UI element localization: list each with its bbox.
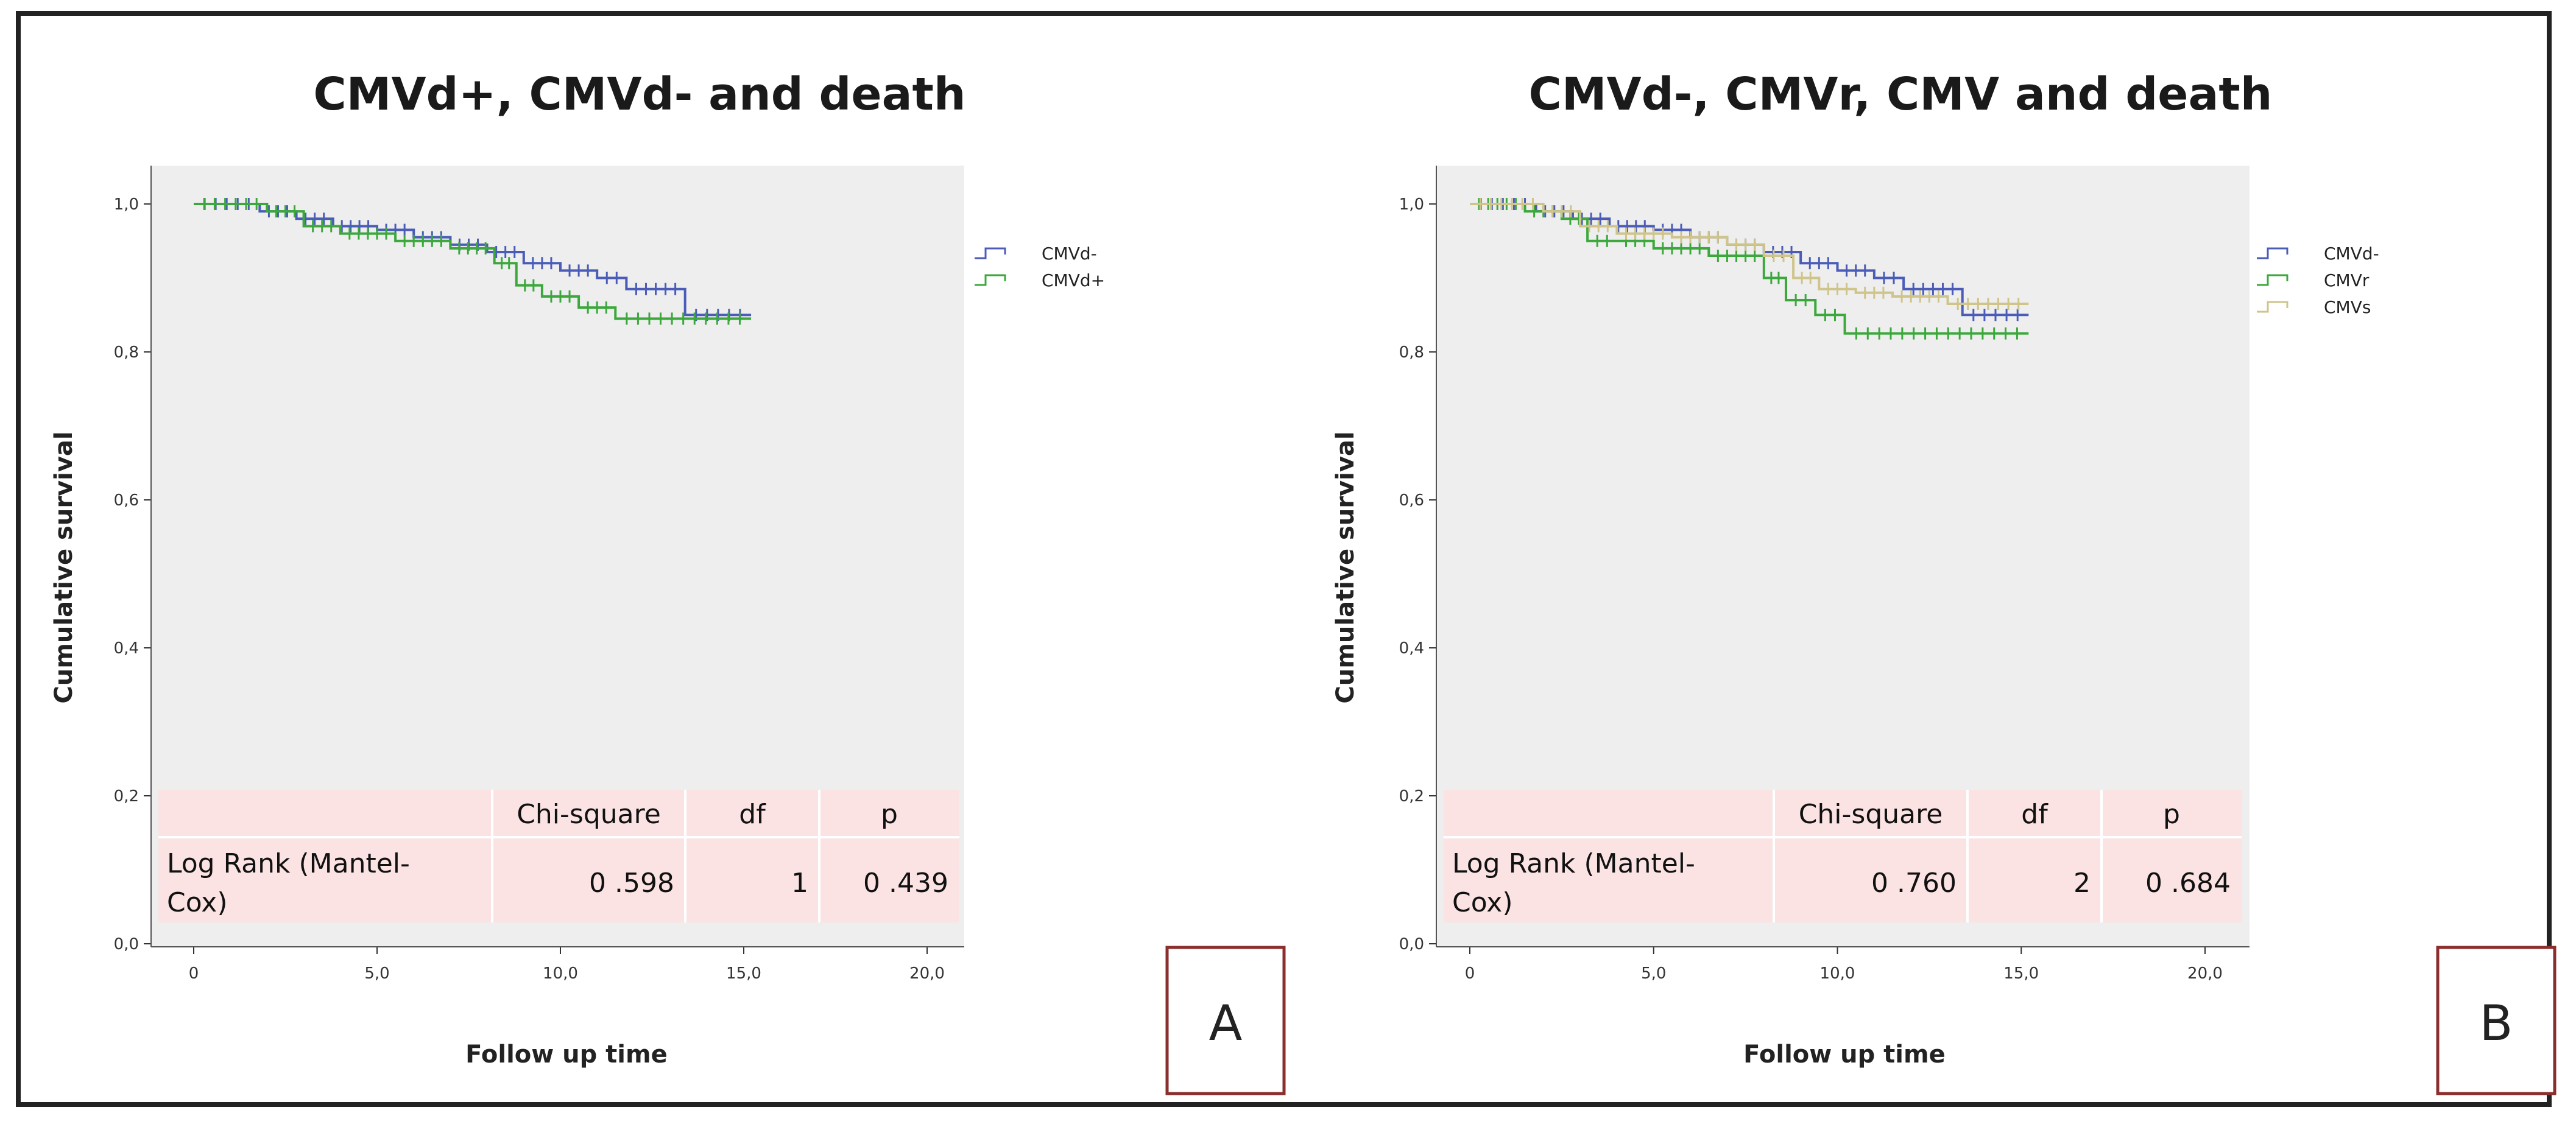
panel-a-ytick-label: 0,2 [114, 787, 139, 806]
panel-b-table-value: 0 .684 [2145, 868, 2231, 899]
panel-b-xtick-label: 0 [1465, 964, 1475, 983]
panel-a-series [194, 198, 752, 325]
panel-a-xtick-label: 5,0 [364, 964, 389, 983]
panel-a-ylabel: Cumulative survival [50, 431, 78, 703]
panel-b-table-value: 0 .760 [1871, 868, 1957, 899]
panel-b-xtick-label: 20,0 [2187, 964, 2223, 983]
panel-b-ylabel: Cumulative survival [1332, 431, 1360, 703]
panel-b-xtick-label: 15,0 [2003, 964, 2039, 983]
panel-b-table-row-label: Cox) [1452, 887, 1513, 918]
panel-a-xtick-label: 15,0 [726, 964, 761, 983]
panel-b-series [1470, 198, 2029, 340]
panel-a-table-row-label: Cox) [167, 887, 228, 918]
panel-b-label-box [2436, 946, 2557, 1095]
panel-b-table-header: df [2021, 799, 2048, 830]
panel-b-ytick-label: 0,0 [1399, 935, 1424, 954]
figure-frame [16, 11, 2552, 1107]
panel-b-table-value: 2 [2073, 868, 2091, 899]
panel-a-ytick-label: 0,8 [114, 343, 139, 362]
panel-b-legend-swatch [2257, 274, 2288, 286]
panel-b-label: B [2480, 995, 2513, 1052]
panel-a-table-bg [158, 790, 959, 922]
panel-b-ytick-label: 0,8 [1399, 343, 1424, 362]
panel-a-ytick-label: 0,6 [114, 491, 139, 510]
panel-a-axes: 0,0 0,2 0,4 0,6 0,8 1,0 0 5,0 10,0 15,0 20,0 [114, 166, 964, 983]
panel-a-table-row-label: Log Rank (Mantel- [167, 848, 410, 879]
panel-b-logrank-table: Chi-square df p Log Rank (Mantel- Cox) 0 .760… [1444, 790, 2242, 922]
panel-b-legend: CMVd- CMVr CMVs [2257, 244, 2379, 317]
panel-a-legend-label: CMVd- [1042, 244, 1097, 264]
panel-a-title: CMVd+, CMVd- and death [313, 68, 965, 121]
panel-a-table-value: 1 [791, 868, 808, 899]
panel-a-label: A [1209, 995, 1243, 1052]
panel-b: CMVd-, CMVr, CMV and death 0,00,20,40,60… [1332, 68, 2557, 1095]
panel-a-table-header: Chi-square [517, 799, 661, 830]
panel-a-series-CMVd+ [194, 203, 752, 320]
panel-a-legend-label: CMVd+ [1042, 270, 1105, 290]
panel-b-xlabel: Follow up time [1743, 1041, 1946, 1069]
panel-b-ytick-label: 1,0 [1399, 195, 1424, 214]
panel-a-logrank-table: Chi-square df p Log Rank (Mantel- Cox) 0 .598… [158, 790, 959, 922]
panel-b-legend-label: CMVd- [2324, 244, 2379, 264]
panel-b-xtick-label: 5,0 [1641, 964, 1666, 983]
panel-b-xtick-label: 10,0 [1820, 964, 1855, 983]
panel-b-title: CMVd-, CMVr, CMV and death [1529, 68, 2273, 121]
panel-b-table-header: Chi-square [1799, 799, 1943, 830]
panel-a-xtick-label: 10,0 [543, 964, 578, 983]
panel-b-series-CMVs [1470, 203, 2029, 306]
panel-a: CMVd+, CMVd- and death 0,0 0,2 0,4 0,6 0,8 1,… [50, 68, 1286, 1095]
panel-b-ytick-label: 0,6 [1399, 491, 1424, 510]
panel-b-legend-label: CMVs [2324, 297, 2371, 317]
panel-b-axes: 0,0 0,2 0,4 0,6 0,8 1,0 0 5,0 10,0 15,0 20,0 [1399, 166, 2250, 983]
panel-a-table-value: 0 .439 [863, 868, 948, 899]
panel-b-ytick-label: 0,4 [1399, 639, 1424, 658]
panel-a-label-box [1165, 946, 1286, 1095]
panel-a-legend-swatch [975, 274, 1006, 286]
panel-a-ytick-label: 0,0 [114, 935, 139, 954]
panel-a-legend-swatch [975, 247, 1006, 259]
panel-a-ytick-label: 1,0 [114, 195, 139, 214]
panel-b-table-header: p [2163, 799, 2180, 830]
panel-b-legend-label: CMVr [2324, 270, 2370, 290]
panel-a-xtick-label: 20,0 [909, 964, 945, 983]
panel-a-table-header: df [739, 799, 766, 830]
panel-b-ytick-label: 0,2 [1399, 787, 1424, 806]
panel-a-table-header: p [881, 799, 898, 830]
panel-b-table-row-label: Log Rank (Mantel- [1452, 848, 1695, 879]
panel-a-legend: CMVd- CMVd+ [975, 244, 1105, 290]
panel-b-legend-swatch [2257, 301, 2288, 313]
panel-a-ytick-label: 0,4 [114, 639, 139, 658]
panel-a-table-value: 0 .598 [589, 868, 674, 899]
panel-b-legend-swatch [2257, 247, 2288, 259]
panel-b-table-bg [1444, 790, 2242, 922]
panel-a-xtick-label: 0 [189, 964, 199, 983]
panel-a-xlabel: Follow up time [465, 1041, 668, 1069]
